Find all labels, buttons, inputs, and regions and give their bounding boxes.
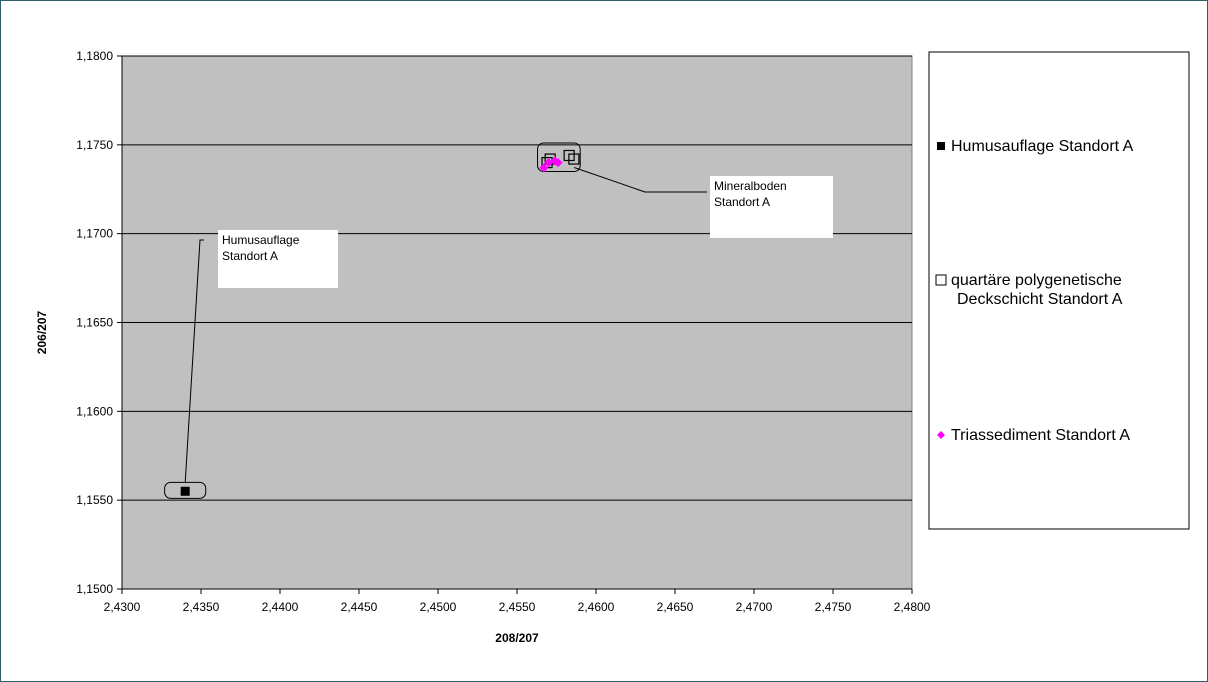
x-tick-label: 2,4350 <box>183 600 220 614</box>
x-tick-label: 2,4550 <box>499 600 536 614</box>
y-axis-ticks: 1,1500 1,1550 1,1600 1,1650 1,1700 1,1750 1,18… <box>76 49 122 596</box>
x-tick-label: 2,4600 <box>578 600 615 614</box>
y-tick-label: 1,1650 <box>76 316 113 330</box>
legend-label-line: Deckschicht Standort A <box>957 291 1123 308</box>
annotation-label: Standort A <box>714 195 770 209</box>
data-points <box>180 149 580 496</box>
legend-label: Triassediment Standort A <box>951 427 1130 444</box>
x-tick-label: 2,4800 <box>894 600 931 614</box>
y-axis-title: 206/207 <box>35 310 49 354</box>
legend-marker-humusauflage <box>937 142 945 150</box>
x-axis-ticks: 2,4300 2,4350 2,4400 2,4450 2,4500 2,4550 2,46… <box>104 589 931 614</box>
annotation-leader-line <box>574 167 707 193</box>
annotation-target-box <box>537 142 581 172</box>
legend-box <box>928 51 1190 530</box>
x-axis-title: 208/207 <box>495 631 539 645</box>
x-tick-label: 2,4750 <box>815 600 852 614</box>
annotation-box <box>218 230 338 288</box>
y-tick-label: 1,1600 <box>76 404 113 418</box>
annotation-leader-line <box>184 239 204 483</box>
point-deckschicht <box>568 153 580 165</box>
x-tick-label: 2,4700 <box>736 600 773 614</box>
x-tick-label: 2,4450 <box>341 600 378 614</box>
annotations: Humusauflage Standort A Mineralboden Stando… <box>164 142 833 499</box>
x-tick-label: 2,4400 <box>262 600 299 614</box>
point-triassediment <box>539 163 549 173</box>
legend-marker-triassediment <box>937 431 945 439</box>
point-humusauflage <box>180 486 190 496</box>
x-tick-label: 2,4300 <box>104 600 141 614</box>
y-tick-label: 1,1800 <box>76 49 113 63</box>
point-triassediment <box>544 158 554 168</box>
y-tick-label: 1,1750 <box>76 138 113 152</box>
annotation-box <box>710 176 833 238</box>
y-tick-label: 1,1700 <box>76 227 113 241</box>
legend-label-line: quartäre polygenetische <box>951 272 1122 289</box>
x-tick-label: 2,4650 <box>657 600 694 614</box>
annotation-label: Humusauflage <box>222 233 300 247</box>
point-triassediment <box>553 158 563 168</box>
annotation-label: Mineralboden <box>714 179 787 193</box>
legend: Humusauflage Standort A quartäre polygene… <box>928 51 1190 530</box>
y-tick-label: 1,1500 <box>76 582 113 596</box>
legend-label: Humusauflage Standort A <box>951 138 1134 155</box>
annotation-label: Standort A <box>222 249 278 263</box>
legend-marker-deckschicht <box>935 274 947 286</box>
legend-label: quartäre polygenetische Deckschicht Stand… <box>951 272 1123 308</box>
y-tick-label: 1,1550 <box>76 493 113 507</box>
x-tick-label: 2,4500 <box>420 600 457 614</box>
